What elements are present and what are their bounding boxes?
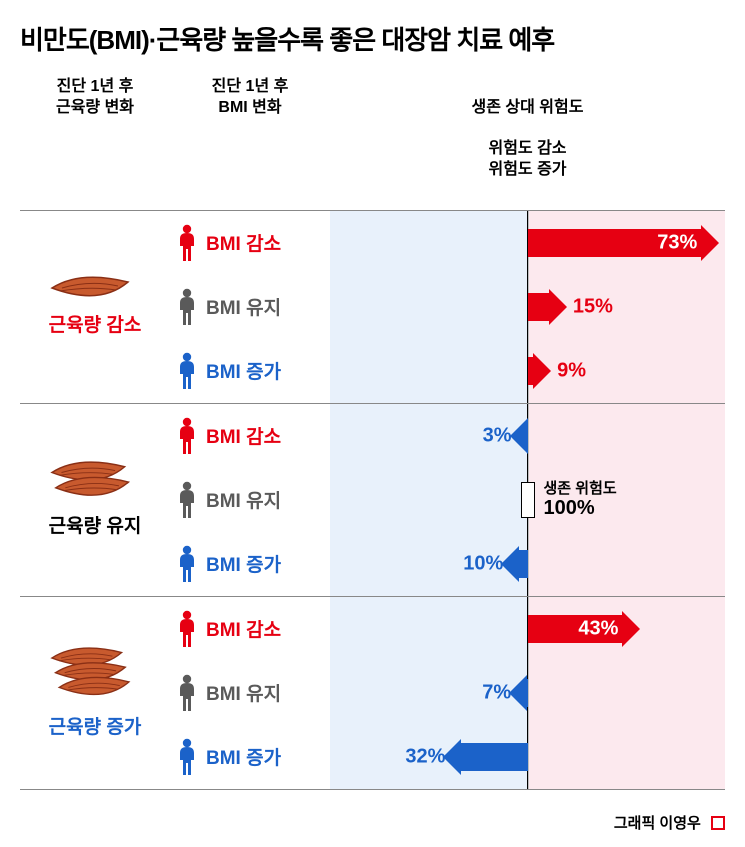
bar-area: 3% bbox=[330, 404, 725, 468]
arrow-body bbox=[519, 550, 527, 578]
baseline-label: 생존 위험도 100% bbox=[544, 481, 617, 520]
person-icon bbox=[176, 417, 198, 455]
bmi-label: BMI 유지 bbox=[206, 486, 281, 513]
data-row: BMI 유지 7% bbox=[170, 661, 725, 725]
header-row: 진단 1년 후근육량 변화 진단 1년 후BMI 변화 생존 상대 위험도 위험… bbox=[20, 71, 725, 208]
header-bmi: 진단 1년 후BMI 변화 bbox=[170, 71, 330, 208]
bmi-cell: BMI 증가 bbox=[170, 545, 330, 583]
risk-arrow: 9% bbox=[528, 353, 552, 389]
bmi-label: BMI 감소 bbox=[206, 615, 281, 642]
muscle-label: 근육량 유지 bbox=[49, 511, 142, 538]
credit-line: 그래픽 이영우 bbox=[0, 802, 745, 847]
person-icon bbox=[176, 481, 198, 519]
muscle-label: 근육량 증가 bbox=[49, 712, 142, 739]
header-risk: 생존 상대 위험도 위험도 감소 위험도 증가 bbox=[330, 71, 725, 208]
bmi-cell: BMI 유지 bbox=[170, 481, 330, 519]
bar-area: 9% bbox=[330, 339, 725, 403]
bmi-cell: BMI 감소 bbox=[170, 610, 330, 648]
person-icon bbox=[176, 738, 198, 776]
data-row: BMI 유지 생존 위험도 100% bbox=[170, 468, 725, 532]
value-label: 9% bbox=[557, 359, 586, 382]
bar-area: 15% bbox=[330, 275, 725, 339]
person-icon bbox=[176, 288, 198, 326]
arrow-head-icon bbox=[533, 353, 551, 389]
person-icon bbox=[176, 674, 198, 712]
group-muscle-keep: 근육량 유지 BMI 감소 3% BMI 유지 생존 위험도 100% BMI … bbox=[20, 403, 725, 596]
value-label: 10% bbox=[463, 552, 503, 575]
muscle-icon bbox=[50, 647, 140, 704]
risk-arrow: 7% bbox=[509, 675, 527, 711]
bmi-cell: BMI 유지 bbox=[170, 288, 330, 326]
bmi-label: BMI 증가 bbox=[206, 743, 281, 770]
person-icon bbox=[176, 352, 198, 390]
bar-area: 43% bbox=[330, 597, 725, 661]
chart-title: 비만도(BMI)·근육량 높을수록 좋은 대장암 치료 예후 bbox=[20, 20, 725, 57]
credit-text: 그래픽 이영우 bbox=[614, 815, 701, 832]
muscle-icon bbox=[50, 461, 140, 503]
baseline-marker bbox=[521, 482, 535, 518]
value-label: 43% bbox=[578, 617, 618, 640]
bmi-label: BMI 감소 bbox=[206, 422, 281, 449]
rows-column: BMI 감소 73% BMI 유지 15% BMI 증가 9% bbox=[170, 211, 725, 403]
value-label: 73% bbox=[657, 231, 697, 254]
muscle-label: 근육량 감소 bbox=[49, 310, 142, 337]
bmi-cell: BMI 감소 bbox=[170, 224, 330, 262]
person-icon bbox=[176, 610, 198, 648]
bar-area: 7% bbox=[330, 661, 725, 725]
value-label: 3% bbox=[483, 424, 512, 447]
muscle-icon bbox=[50, 276, 140, 302]
arrow-body bbox=[528, 293, 549, 321]
bmi-cell: BMI 감소 bbox=[170, 417, 330, 455]
person-icon bbox=[176, 545, 198, 583]
bar-area: 10% bbox=[330, 532, 725, 596]
data-row: BMI 감소 43% bbox=[170, 597, 725, 661]
data-row: BMI 증가 9% bbox=[170, 339, 725, 403]
chart-grid: 근육량 감소 BMI 감소 73% BMI 유지 15% BMI 증가 9% bbox=[20, 210, 725, 790]
bmi-label: BMI 유지 bbox=[206, 293, 281, 320]
bmi-label: BMI 증가 bbox=[206, 550, 281, 577]
arrow-head-icon bbox=[622, 611, 640, 647]
data-row: BMI 증가 32% bbox=[170, 725, 725, 789]
bar-area: 32% bbox=[330, 725, 725, 789]
bar-area: 생존 위험도 100% bbox=[330, 468, 725, 532]
value-label: 15% bbox=[573, 295, 613, 318]
data-row: BMI 유지 15% bbox=[170, 275, 725, 339]
arrow-head-icon bbox=[701, 225, 719, 261]
risk-arrow: 32% bbox=[443, 739, 527, 775]
muscle-column: 근육량 유지 bbox=[20, 404, 170, 596]
muscle-column: 근육량 감소 bbox=[20, 211, 170, 403]
risk-arrow: 15% bbox=[528, 289, 567, 325]
rows-column: BMI 감소 3% BMI 유지 생존 위험도 100% BMI 증가 10% bbox=[170, 404, 725, 596]
arrow-head-icon bbox=[510, 418, 528, 454]
bmi-label: BMI 유지 bbox=[206, 679, 281, 706]
bmi-label: BMI 감소 bbox=[206, 229, 281, 256]
data-row: BMI 증가 10% bbox=[170, 532, 725, 596]
risk-arrow: 73% bbox=[528, 225, 720, 261]
data-row: BMI 감소 73% bbox=[170, 211, 725, 275]
arrow-body bbox=[461, 743, 527, 771]
bar-area: 73% bbox=[330, 211, 725, 275]
header-muscle: 진단 1년 후근육량 변화 bbox=[20, 71, 170, 208]
risk-arrow: 43% bbox=[528, 611, 641, 647]
bmi-cell: BMI 유지 bbox=[170, 674, 330, 712]
arrow-head-icon bbox=[443, 739, 461, 775]
muscle-column: 근육량 증가 bbox=[20, 597, 170, 789]
rows-column: BMI 감소 43% BMI 유지 7% BMI 증가 32% bbox=[170, 597, 725, 789]
arrow-head-icon bbox=[509, 675, 527, 711]
risk-arrow: 3% bbox=[510, 418, 528, 454]
person-icon bbox=[176, 224, 198, 262]
bmi-cell: BMI 증가 bbox=[170, 352, 330, 390]
risk-arrow: 10% bbox=[501, 546, 527, 582]
group-muscle-dec: 근육량 감소 BMI 감소 73% BMI 유지 15% BMI 증가 9% bbox=[20, 210, 725, 403]
data-row: BMI 감소 3% bbox=[170, 404, 725, 468]
arrow-head-icon bbox=[549, 289, 567, 325]
bmi-cell: BMI 증가 bbox=[170, 738, 330, 776]
value-label: 32% bbox=[405, 745, 445, 768]
arrow-head-icon bbox=[501, 546, 519, 582]
bmi-label: BMI 증가 bbox=[206, 357, 281, 384]
group-muscle-inc: 근육량 증가 BMI 감소 43% BMI 유지 7% BMI 증가 32% bbox=[20, 596, 725, 790]
credit-logo-icon bbox=[711, 816, 725, 830]
value-label: 7% bbox=[482, 681, 511, 704]
